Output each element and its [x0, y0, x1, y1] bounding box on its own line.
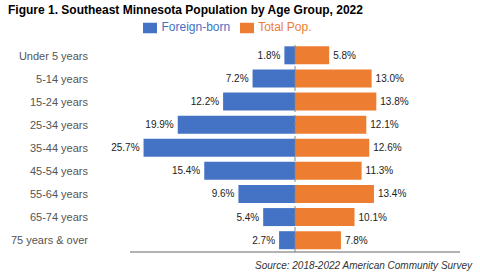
html-text:Figure 1. Southeast Minnesota: Figure 1. Southeast Minnesota Population… [8, 3, 363, 17]
svg-text:2.7%: 2.7% [252, 235, 275, 246]
svg-text:12.1%: 12.1% [370, 119, 398, 130]
html-text:Total Pop.: Total Pop. [258, 20, 312, 34]
svg-text:12.2%: 12.2% [191, 96, 219, 107]
svg-text:12.6%: 12.6% [373, 142, 401, 153]
svg-text:9.6%: 9.6% [212, 188, 235, 199]
svg-text:5.4%: 5.4% [236, 212, 259, 223]
svg-text:15-24 years: 15-24 years [30, 96, 89, 108]
svg-text:75 years & over: 75 years & over [11, 234, 88, 246]
svg-text:45-54 years: 45-54 years [30, 165, 89, 177]
svg-text:35-44 years: 35-44 years [30, 142, 89, 154]
svg-text:25-34 years: 25-34 years [30, 119, 89, 131]
svg-text:13.0%: 13.0% [376, 73, 404, 84]
svg-text:11.3%: 11.3% [366, 165, 394, 176]
html-text:Source: 2018-2022 American Com: Source: 2018-2022 American Community Sur… [255, 260, 472, 271]
svg-text:Under 5 years: Under 5 years [19, 50, 89, 62]
svg-text:25.7%: 25.7% [111, 142, 139, 153]
svg-text:5.8%: 5.8% [333, 50, 356, 61]
svg-text:10.1%: 10.1% [359, 212, 387, 223]
svg-text:15.4%: 15.4% [172, 165, 200, 176]
svg-text:7.2%: 7.2% [226, 73, 249, 84]
svg-text:13.8%: 13.8% [380, 96, 408, 107]
svg-text:5-14 years: 5-14 years [36, 73, 88, 85]
svg-text:7.8%: 7.8% [345, 235, 368, 246]
svg-text:1.8%: 1.8% [258, 50, 281, 61]
html-text:Foreign-born: Foreign-born [161, 20, 231, 34]
svg-text:65-74 years: 65-74 years [30, 211, 89, 223]
svg-text:19.9%: 19.9% [145, 119, 173, 130]
svg-text:13.4%: 13.4% [378, 188, 406, 199]
svg-text:55-64 years: 55-64 years [30, 188, 89, 200]
